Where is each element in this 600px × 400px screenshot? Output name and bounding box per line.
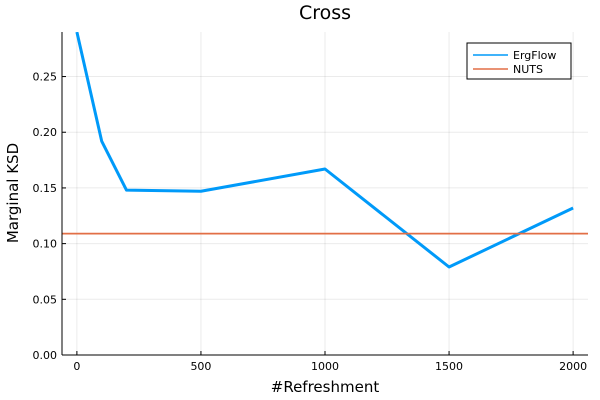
y-tick-label-4: 0.20	[33, 126, 58, 139]
y-tick-label-5: 0.25	[33, 71, 58, 84]
grid	[62, 32, 588, 356]
x-tick-label-2: 1000	[311, 360, 339, 373]
y-tick-label-1: 0.05	[33, 293, 58, 306]
legend: ErgFlow NUTS	[466, 42, 572, 80]
y-tick-label-2: 0.10	[33, 238, 58, 251]
y-tick-label-0: 0.00	[33, 349, 58, 362]
series-layer	[62, 32, 588, 269]
x-tick-label-0: 0	[73, 360, 80, 373]
legend-box	[466, 42, 572, 80]
chart-title: Cross	[299, 2, 351, 24]
y-axis-title: Marginal KSD	[4, 143, 22, 243]
y-tick-label-3: 0.15	[33, 182, 58, 195]
x-tick-label-4: 2000	[559, 360, 587, 373]
x-tick-label-1: 500	[190, 360, 211, 373]
x-tick-label-3: 1500	[435, 360, 463, 373]
x-axis-title: #Refreshment	[271, 378, 380, 396]
legend-label-ergflow: ErgFlow	[513, 49, 556, 62]
legend-label-nuts: NUTS	[513, 63, 543, 76]
axes: 0 500 1000 1500 2000 0.00 0.05 0.10 0.15 0.20 0.25	[33, 32, 588, 373]
